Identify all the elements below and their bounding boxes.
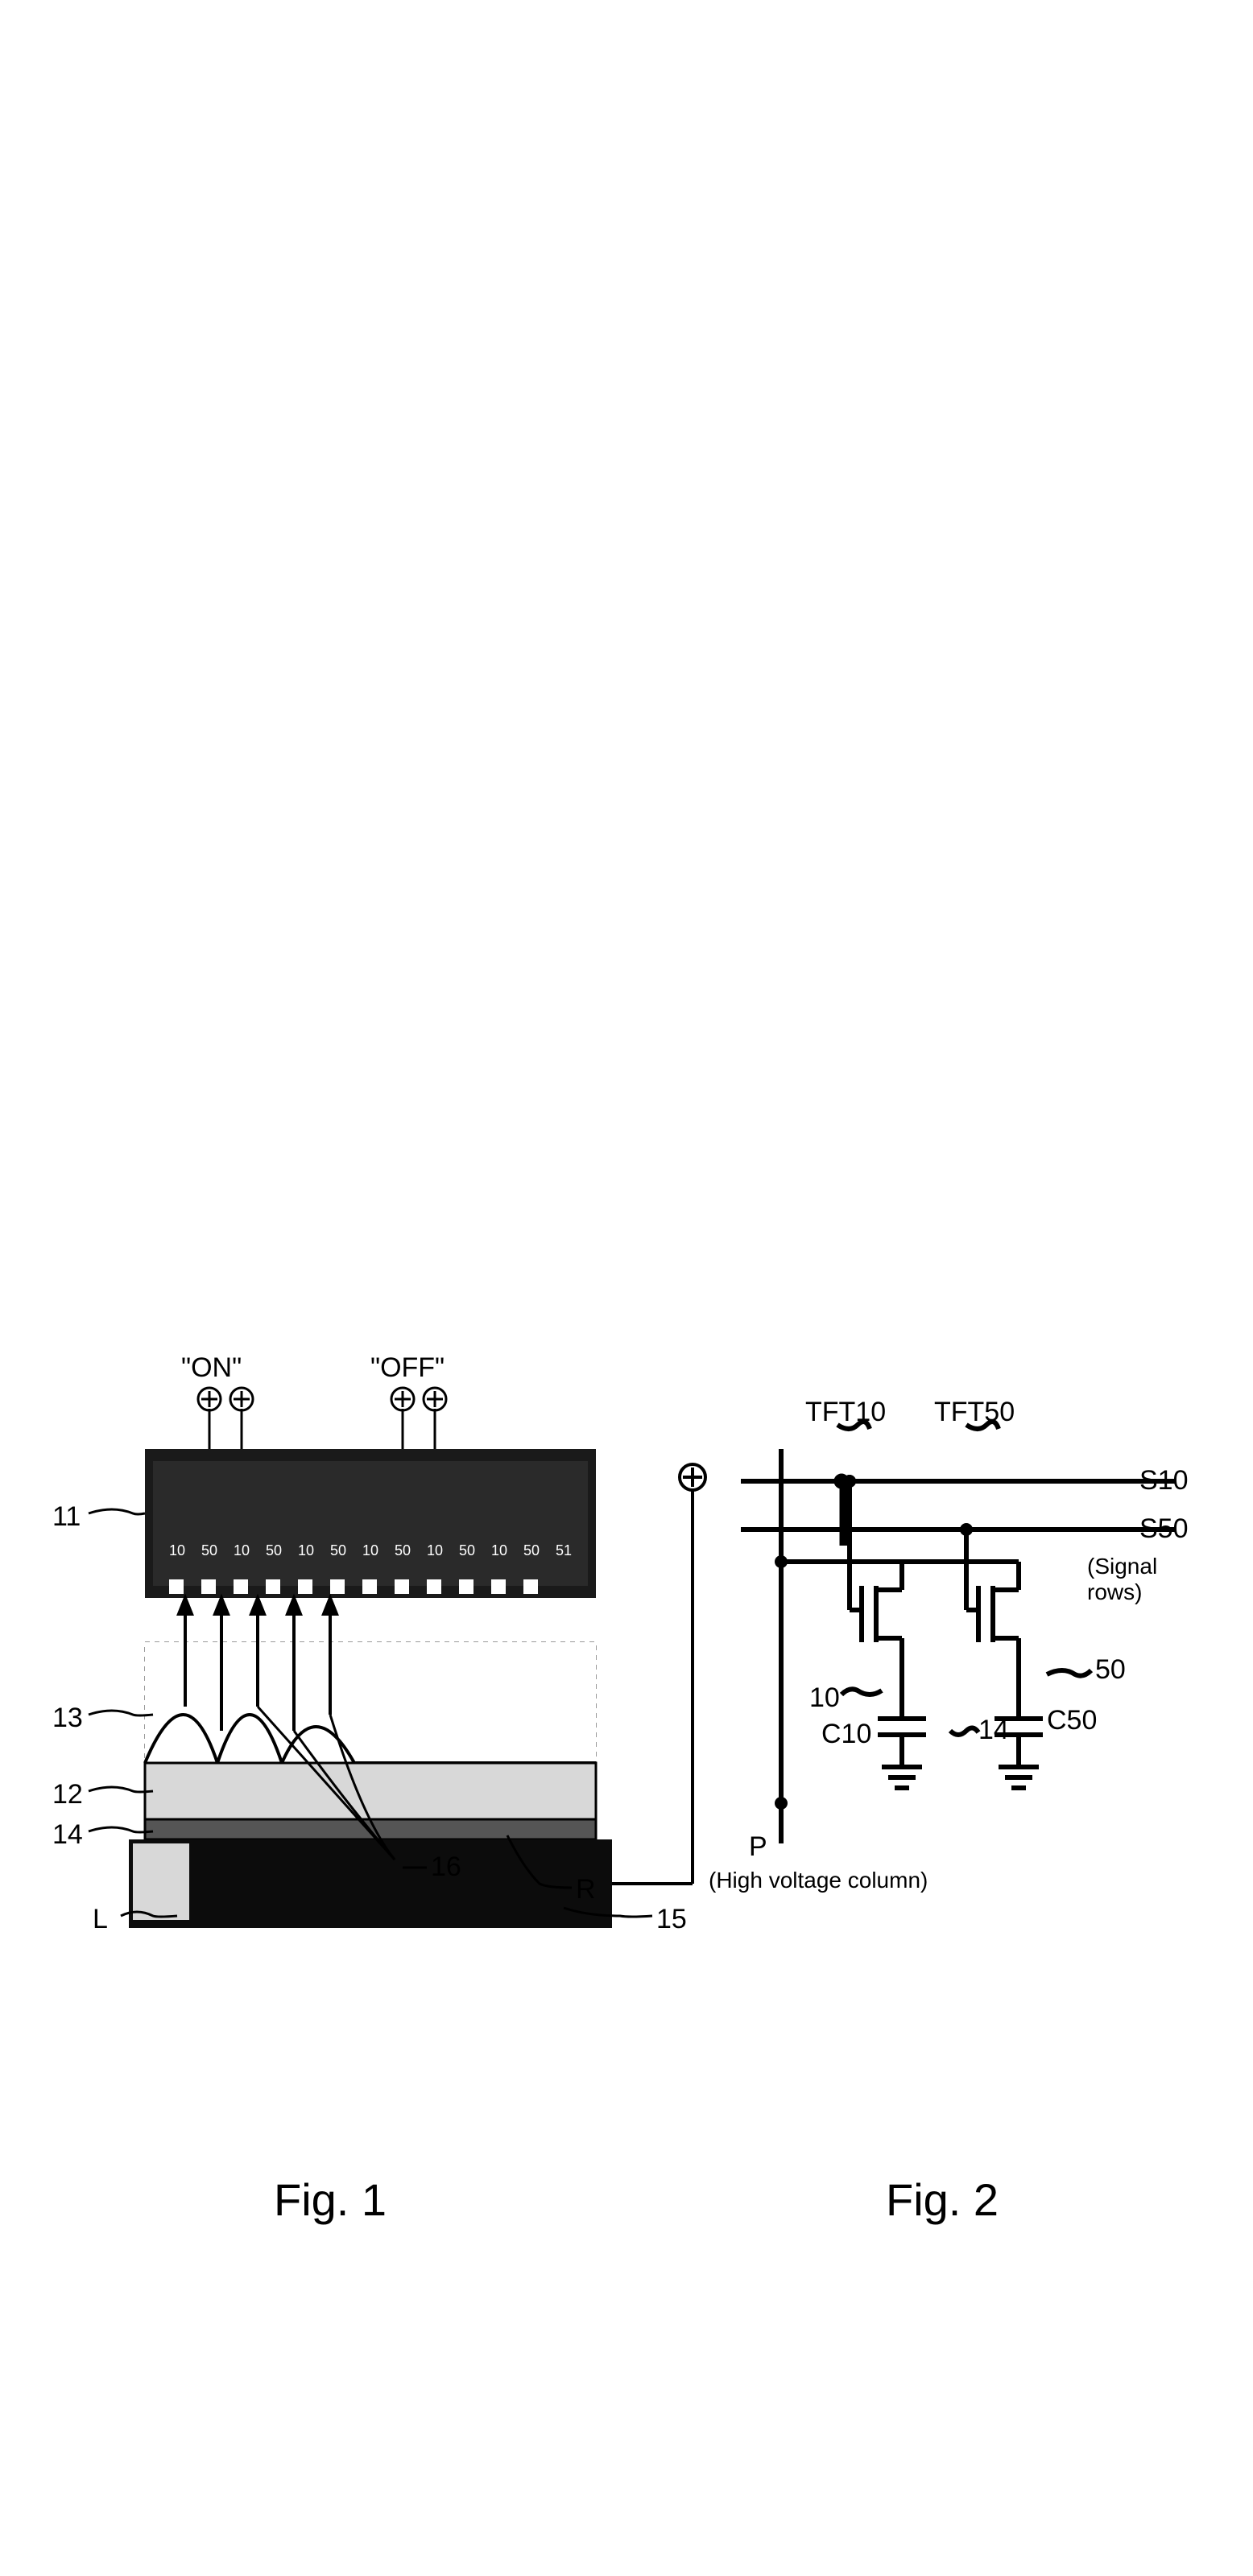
figure-2: TFT10 TFT50 S10 S50 (Signal rows) C10 C5… xyxy=(709,1352,1208,2117)
fig1-lead-L: L xyxy=(93,1904,108,1935)
svg-text:50: 50 xyxy=(395,1542,411,1558)
svg-text:50: 50 xyxy=(459,1542,475,1558)
figure-1: 10 50 10 50 10 50 10 50 10 50 10 50 51 xyxy=(56,1352,749,2117)
svg-text:51: 51 xyxy=(556,1542,572,1558)
fig1-off-label: "OFF" xyxy=(370,1352,445,1384)
svg-text:10: 10 xyxy=(234,1542,250,1558)
fig2-hv-column: (High voltage column) xyxy=(709,1868,928,1893)
fig1-on-label: "ON" xyxy=(181,1352,242,1384)
svg-text:10: 10 xyxy=(362,1542,378,1558)
fig2-s50: S50 xyxy=(1139,1513,1189,1545)
fig2-signal-rows: (Signal rows) xyxy=(1087,1554,1208,1605)
svg-text:10: 10 xyxy=(298,1542,314,1558)
fig2-n50: 50 xyxy=(1095,1654,1126,1686)
fig1-lead-16: 16 xyxy=(431,1852,461,1883)
fig1-caption: Fig. 1 xyxy=(274,2174,387,2226)
fig2-svg xyxy=(709,1352,1208,2117)
svg-text:50: 50 xyxy=(201,1542,217,1558)
fig1-lead-R: R xyxy=(576,1874,596,1905)
svg-text:10: 10 xyxy=(427,1542,443,1558)
fig1-lead-12: 12 xyxy=(52,1779,83,1810)
svg-text:50: 50 xyxy=(330,1542,346,1558)
svg-text:50: 50 xyxy=(523,1542,540,1558)
fig2-tft50: TFT50 xyxy=(934,1397,1015,1428)
fig2-s10: S10 xyxy=(1139,1465,1189,1496)
svg-text:50: 50 xyxy=(266,1542,282,1558)
fig2-n10: 10 xyxy=(809,1682,840,1714)
fig2-c10: C10 xyxy=(821,1719,871,1750)
fig1-lead-11: 11 xyxy=(52,1501,81,1533)
fig2-caption: Fig. 2 xyxy=(886,2174,999,2226)
fig2-tft10: TFT10 xyxy=(805,1397,886,1428)
fig2-c50: C50 xyxy=(1047,1705,1097,1736)
fig1-lead-15: 15 xyxy=(656,1904,687,1935)
fig2-n14: 14 xyxy=(978,1715,1009,1746)
svg-text:10: 10 xyxy=(169,1542,185,1558)
fig2-p: P xyxy=(749,1831,767,1863)
fig1-lead-14: 14 xyxy=(52,1819,83,1851)
svg-text:10: 10 xyxy=(491,1542,507,1558)
fig1-lead-13: 13 xyxy=(52,1703,83,1734)
fig1-svg: 10 50 10 50 10 50 10 50 10 50 10 50 51 xyxy=(56,1352,749,2117)
